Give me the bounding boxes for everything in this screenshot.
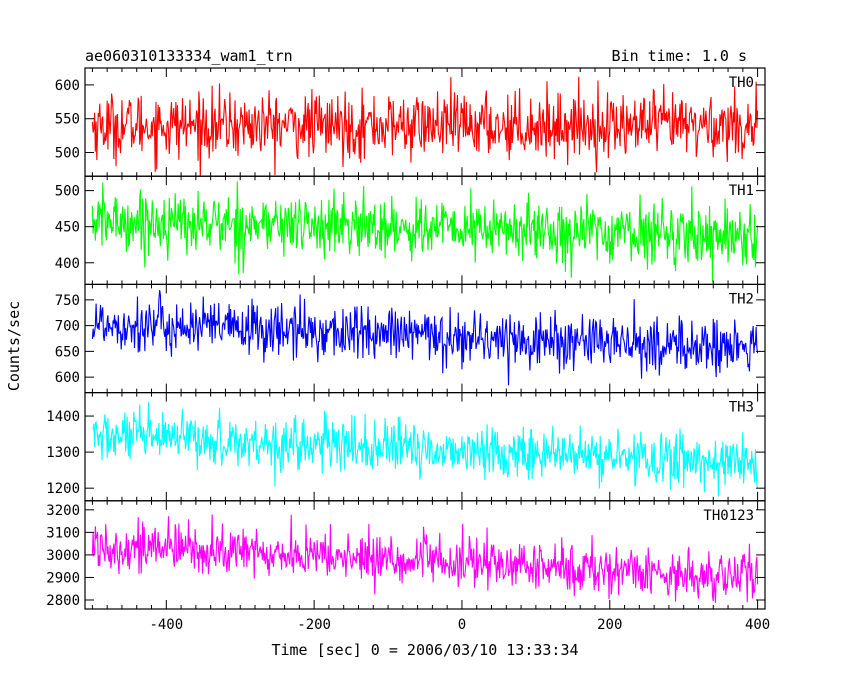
x-tick-label: -400 bbox=[149, 617, 183, 633]
panel-frame-th0123 bbox=[84, 500, 766, 610]
y-tick-label: 550 bbox=[55, 112, 80, 128]
y-tick-label: 600 bbox=[55, 370, 80, 386]
y-tick-label: 1200 bbox=[46, 481, 80, 497]
x-tick-label: 0 bbox=[458, 617, 466, 633]
x-axis-label: Time [sec] 0 = 2006/03/10 13:33:34 bbox=[271, 641, 578, 659]
series-line-th2 bbox=[91, 289, 759, 386]
y-tick-label: 3200 bbox=[46, 503, 80, 519]
y-tick-label: 400 bbox=[55, 256, 80, 272]
panel-label-th3: TH3 bbox=[729, 400, 754, 416]
y-tick-label: 3000 bbox=[46, 548, 80, 564]
y-tick-label: 1400 bbox=[46, 409, 80, 425]
y-tick-label: 3100 bbox=[46, 525, 80, 541]
y-tick-label: 500 bbox=[55, 184, 80, 200]
series-line-th1 bbox=[91, 181, 759, 283]
x-tick-label: 400 bbox=[745, 617, 770, 633]
y-tick-label: 2800 bbox=[46, 593, 80, 609]
panel-label-th0: TH0 bbox=[729, 75, 754, 91]
chart-subtitle: Bin time: 1.0 s bbox=[612, 47, 747, 65]
y-tick-label: 2900 bbox=[46, 570, 80, 586]
y-tick-label: 700 bbox=[55, 319, 80, 335]
panels-group: TH0 500 550 600 TH1 400 450 500 TH2 600 650 700 750 T… bbox=[46, 67, 770, 633]
y-tick-label: 600 bbox=[55, 78, 80, 94]
series-line-th0 bbox=[91, 76, 759, 177]
y-axis-label: Counts/sec bbox=[5, 301, 23, 391]
panel-label-th0123: TH0123 bbox=[703, 508, 754, 524]
panel-frame-th2 bbox=[84, 283, 766, 394]
series-line-th3 bbox=[92, 401, 759, 497]
y-tick-label: 750 bbox=[55, 293, 80, 309]
x-tick-label: -200 bbox=[297, 617, 331, 633]
chart-title: ae060310133334_wam1_trn bbox=[85, 47, 293, 65]
y-tick-label: 500 bbox=[55, 146, 80, 162]
panel-label-th1: TH1 bbox=[729, 183, 754, 199]
series-line-th0123 bbox=[91, 514, 759, 603]
y-tick-label: 450 bbox=[55, 220, 80, 236]
panel-label-th2: TH2 bbox=[729, 291, 754, 307]
y-tick-label: 650 bbox=[55, 344, 80, 360]
y-tick-label: 1300 bbox=[46, 445, 80, 461]
x-tick-label: 200 bbox=[597, 617, 622, 633]
